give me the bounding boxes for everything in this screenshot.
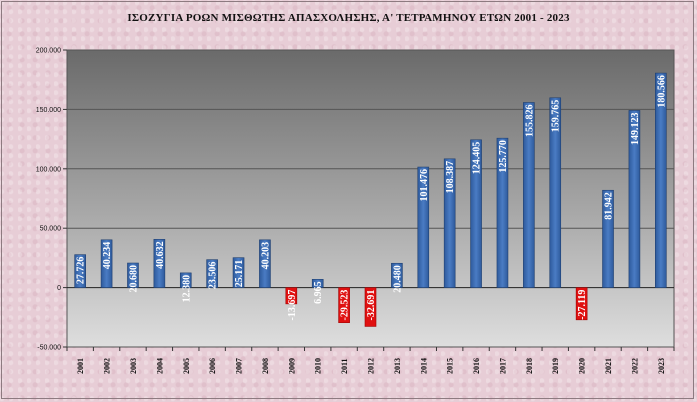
bar bbox=[285, 287, 298, 305]
bar-value-label: -13.697 bbox=[287, 290, 298, 321]
x-tick-label: 2022 bbox=[630, 358, 639, 374]
x-tick-label: 2019 bbox=[551, 358, 560, 374]
bar-value-label: -29.523 bbox=[340, 290, 351, 321]
x-tick-label: 2007 bbox=[235, 358, 244, 374]
x-tick-label: 2016 bbox=[472, 358, 481, 374]
bar-value-label: -32.691 bbox=[366, 290, 377, 321]
bar bbox=[338, 287, 350, 323]
bar bbox=[523, 102, 535, 288]
bar bbox=[74, 254, 86, 288]
bar bbox=[100, 239, 113, 288]
bar bbox=[232, 257, 245, 288]
bar bbox=[127, 262, 139, 288]
bar bbox=[443, 158, 456, 288]
bar bbox=[206, 259, 218, 288]
bar-value-label: 40.632 bbox=[155, 241, 166, 268]
bar-value-label: 12.380 bbox=[181, 275, 192, 303]
bar bbox=[602, 189, 614, 288]
bar-value-label: 20.680 bbox=[128, 265, 139, 293]
bar bbox=[179, 272, 192, 288]
bar-value-label: 159.765 bbox=[551, 100, 562, 133]
bar-value-label: -27.119 bbox=[577, 290, 588, 320]
x-tick-label: 2009 bbox=[287, 358, 296, 374]
x-tick-label: 2010 bbox=[314, 358, 323, 374]
x-tick-label: 2017 bbox=[498, 358, 507, 374]
bar bbox=[153, 239, 166, 288]
chart-title: ΙΣΟΖΥΓΙΑ ΡΟΩΝ ΜΙΣΘΩΤΗΣ ΑΠΑΣΧΟΛΗΣΗΣ, Α' Τ… bbox=[127, 12, 570, 24]
y-axis-ticks: -50.000 0 50.000 100.000 150.000 200.000 bbox=[36, 48, 67, 352]
bar-value-label: 40.203 bbox=[260, 242, 271, 270]
y-tick-label: 200.000 bbox=[36, 48, 61, 55]
bar-value-label: 23.506 bbox=[208, 262, 219, 290]
x-tick-label: 2012 bbox=[367, 358, 376, 374]
x-tick-label: 2011 bbox=[340, 358, 349, 374]
y-tick-label: 100.000 bbox=[36, 166, 61, 173]
x-tick-label: 2005 bbox=[182, 358, 191, 374]
x-axis-ticks: 2001 2002 2003 2004 2005 2006 2007 2008 2009 2010… bbox=[66, 347, 675, 374]
x-tick-label: 2015 bbox=[446, 358, 455, 374]
bar-value-label: 180.566 bbox=[656, 75, 667, 108]
x-tick-label: 2013 bbox=[393, 358, 402, 374]
bar-value-label: 101.476 bbox=[419, 169, 430, 202]
bars bbox=[74, 72, 667, 327]
bar-labels: 27.726 40.234 20.680 40.632 12.380 23.506 25.1… bbox=[76, 75, 668, 320]
bar-value-label: 155.826 bbox=[524, 104, 535, 137]
x-tick-label: 2003 bbox=[129, 358, 138, 374]
bar-value-label: 108.387 bbox=[445, 161, 456, 194]
bar bbox=[391, 262, 403, 288]
x-tick-label: 2001 bbox=[76, 358, 85, 374]
y-tick-label: 0 bbox=[57, 285, 61, 292]
x-tick-label: 2023 bbox=[657, 358, 666, 374]
bar-value-label: 81.942 bbox=[604, 192, 615, 220]
x-tick-label: 2004 bbox=[155, 358, 164, 374]
x-tick-label: 2014 bbox=[419, 358, 428, 374]
bar-value-label: 25.171 bbox=[234, 260, 245, 288]
bar bbox=[628, 110, 641, 288]
x-tick-label: 2006 bbox=[208, 358, 217, 374]
x-tick-label: 2021 bbox=[604, 358, 613, 374]
bar-value-label: 125.770 bbox=[498, 140, 509, 173]
bar bbox=[311, 279, 324, 288]
bar bbox=[364, 287, 377, 327]
bar bbox=[549, 97, 562, 288]
bar bbox=[259, 239, 271, 288]
y-tick-label: -50.000 bbox=[37, 345, 61, 352]
x-tick-label: 2008 bbox=[261, 358, 270, 374]
y-tick-label: 150.000 bbox=[36, 107, 61, 114]
x-tick-label: 2020 bbox=[578, 358, 587, 374]
bar-value-label: 40.234 bbox=[102, 242, 113, 270]
bar-value-label: 149.123 bbox=[630, 112, 641, 145]
bar bbox=[417, 166, 430, 288]
x-tick-label: 2002 bbox=[103, 358, 112, 374]
bar-value-label: 124.405 bbox=[472, 142, 483, 175]
bar-value-label: 20.480 bbox=[392, 265, 403, 293]
x-tick-label: 2018 bbox=[525, 358, 534, 374]
y-tick-label: 50.000 bbox=[40, 226, 62, 233]
bar bbox=[575, 287, 588, 321]
bar bbox=[655, 72, 667, 288]
bar-value-label: 6.965 bbox=[313, 281, 324, 304]
bar bbox=[496, 137, 509, 288]
bar bbox=[470, 139, 482, 288]
bar-value-label: 27.726 bbox=[76, 257, 87, 285]
